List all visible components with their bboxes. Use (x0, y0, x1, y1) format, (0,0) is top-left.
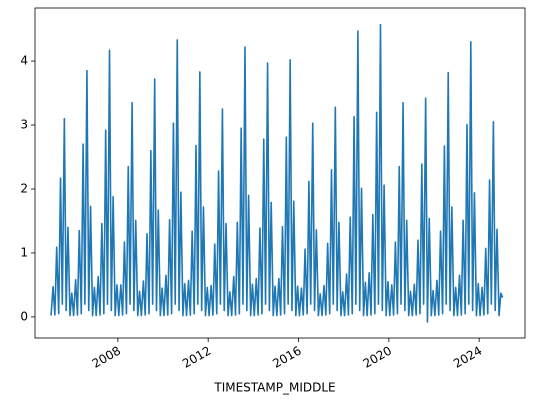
x-tick-label: 2012 (180, 344, 213, 371)
x-axis-label: TIMESTAMP_MIDDLE (213, 381, 335, 395)
x-tick-label: 2016 (270, 344, 303, 371)
y-tick-label: 0 (20, 309, 28, 323)
y-tick-label: 1 (20, 245, 28, 259)
x-tick-label: 2020 (361, 344, 394, 371)
y-tick-label: 4 (20, 54, 28, 68)
x-tick-label: 2024 (451, 344, 484, 371)
y-tick-label: 3 (20, 118, 28, 132)
y-tick-label: 2 (20, 181, 28, 195)
data-line (50, 23, 504, 323)
x-tick-label: 2008 (90, 344, 123, 371)
plot-frame (34, 7, 526, 339)
